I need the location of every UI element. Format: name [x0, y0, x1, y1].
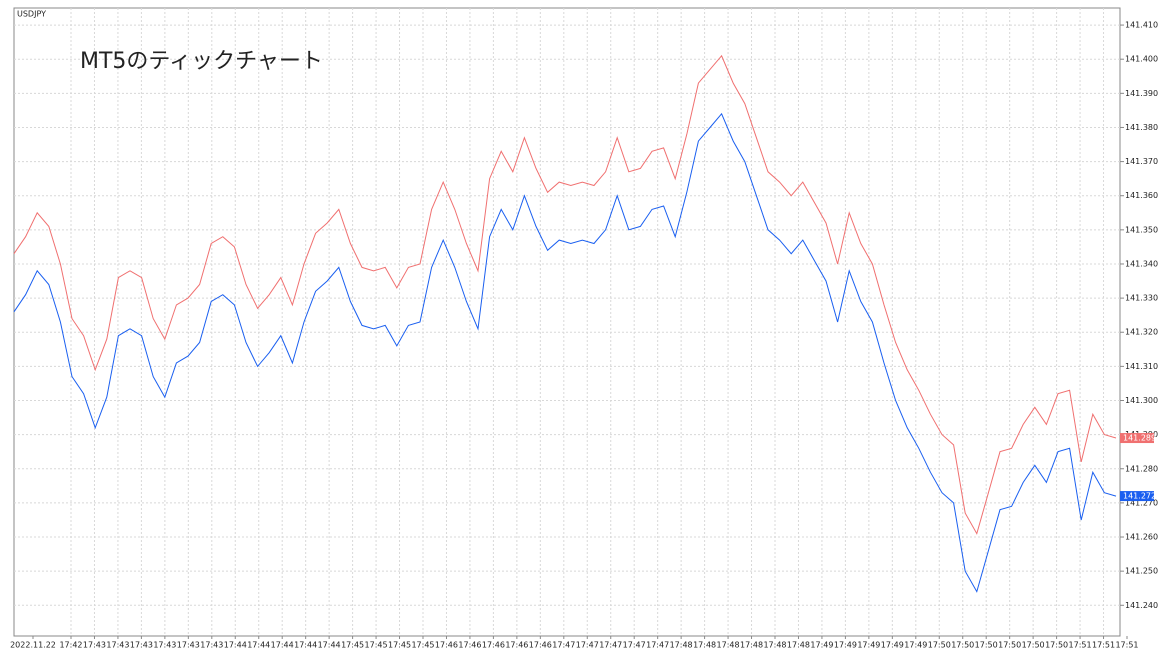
y-tick-label: 141.410 — [1125, 21, 1158, 30]
x-tick-label: 17:45 — [341, 641, 364, 650]
x-tick-label: 17:43 — [83, 641, 106, 650]
y-tick-label: 141.330 — [1125, 294, 1158, 303]
x-tick-label: 17:51 — [1092, 641, 1115, 650]
x-tick-label: 17:46 — [435, 641, 458, 650]
x-tick-label: 17:43 — [153, 641, 176, 650]
x-tick-label: 17:43 — [106, 641, 129, 650]
y-tick-label: 141.360 — [1125, 191, 1158, 200]
x-tick-label: 17:47 — [576, 641, 599, 650]
x-tick-label: 17:46 — [529, 641, 552, 650]
price-line — [13, 54, 1117, 535]
x-tick-label: 17:50 — [1045, 641, 1068, 650]
x-tick-label: 17:49 — [834, 641, 857, 650]
y-tick-label: 141.240 — [1125, 601, 1158, 610]
x-tick-label: 17:42 — [59, 641, 82, 650]
y-tick-label: 141.320 — [1125, 328, 1158, 337]
x-tick-label: 17:45 — [388, 641, 411, 650]
annotation: MT5のティックチャート — [80, 49, 323, 74]
x-tick-label: 17:48 — [670, 641, 693, 650]
x-tick-label: 17:47 — [552, 641, 575, 650]
y-tick-label: 141.340 — [1125, 259, 1158, 268]
x-tick-label: 17:49 — [857, 641, 880, 650]
x-tick-label: 17:44 — [294, 641, 317, 650]
plot-frame — [13, 7, 1121, 637]
x-tick-label: 2022.11.22 — [10, 641, 56, 650]
x-tick-label: 17:49 — [810, 641, 833, 650]
y-tick-label: 141.390 — [1125, 89, 1158, 98]
x-tick-label: 17:44 — [247, 641, 270, 650]
x-tick-label: 17:45 — [365, 641, 388, 650]
x-tick-label: 17:47 — [623, 641, 646, 650]
x-tick-label: 17:49 — [904, 641, 927, 650]
x-tick-label: 17:48 — [787, 641, 810, 650]
price-badge — [1120, 491, 1154, 502]
grid — [14, 8, 1120, 636]
x-tick-label: 17:47 — [599, 641, 622, 650]
x-tick-label: 17:50 — [928, 641, 951, 650]
x-tick-label: 17:46 — [505, 641, 528, 650]
x-tick-label: 17:46 — [482, 641, 505, 650]
x-tick-label: 17:50 — [1022, 641, 1045, 650]
price-line — [13, 112, 1117, 593]
x-tick-label: 17:48 — [763, 641, 786, 650]
y-tick-label: 141.280 — [1125, 464, 1158, 473]
x-tick-label: 17:43 — [200, 641, 223, 650]
price-badge-label: 141.289 — [1123, 434, 1156, 443]
y-tick-label: 141.300 — [1125, 396, 1158, 405]
y-tick-label: 141.350 — [1125, 225, 1158, 234]
y-tick-label: 141.380 — [1125, 123, 1158, 132]
x-tick-label: 17:43 — [130, 641, 153, 650]
x-tick-label: 17:45 — [411, 641, 434, 650]
x-tick-label: 17:47 — [646, 641, 669, 650]
y-tick-label: 141.260 — [1125, 533, 1158, 542]
y-tick-label: 141.400 — [1125, 55, 1158, 64]
y-tick-label: 141.250 — [1125, 567, 1158, 576]
x-tick-label: 17:50 — [975, 641, 998, 650]
x-tick-label: 17:48 — [740, 641, 763, 650]
x-tick-label: 17:48 — [717, 641, 740, 650]
price-badge-label: 141.272 — [1123, 492, 1156, 501]
x-tick-label: 17:49 — [881, 641, 904, 650]
y-tick-label: 141.370 — [1125, 157, 1158, 166]
x-tick-label: 17:46 — [458, 641, 481, 650]
x-tick-label: 17:43 — [177, 641, 200, 650]
x-tick-label: 17:44 — [318, 641, 341, 650]
y-tick-label: 141.270 — [1125, 498, 1158, 507]
x-tick-label: 17:51 — [1069, 641, 1092, 650]
x-tick-label: 17:50 — [998, 641, 1021, 650]
series-lines — [13, 54, 1117, 593]
x-tick-label: 17:44 — [224, 641, 247, 650]
x-tick-label: 17:48 — [693, 641, 716, 650]
chart-title: USDJPY — [17, 10, 46, 19]
x-tick-label: 17:50 — [951, 641, 974, 650]
y-tick-label: 141.310 — [1125, 362, 1158, 371]
x-tick-label: 17:51 — [1115, 641, 1138, 650]
x-tick-label: 17:44 — [271, 641, 294, 650]
price-badge — [1120, 433, 1154, 444]
